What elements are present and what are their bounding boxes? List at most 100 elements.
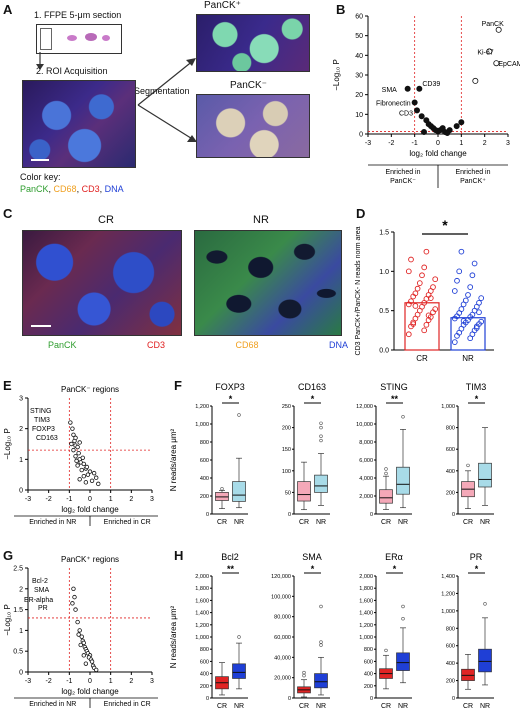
right-note: Enriched in CR [104,701,151,708]
y-tick-label: 400 [446,661,455,667]
x-tick-label: 1 [109,496,113,503]
data-point [83,480,89,485]
y-axis-label: −Log₁₀ P [332,59,341,91]
x-tick-label: -1 [412,140,418,147]
data-point [78,642,83,648]
data-point [495,26,502,33]
outlier-point [237,635,241,639]
y-tick-label: 1,800 [359,586,373,592]
outlier-point [319,643,323,647]
panel-c-legend: PanCK CD3 CD68 DNA [48,340,348,350]
x-tick-label: -3 [365,140,371,147]
left-note: Enriched in [385,169,420,176]
color-key-cd68: CD68 [53,184,77,194]
data-point [89,659,95,664]
plot-title: STING [380,382,408,392]
y-tick-label: 800 [200,440,209,446]
y-tick-label: 1,400 [359,611,373,617]
data-point [416,85,423,92]
data-point [478,295,485,301]
legend-cd3: CD3 [147,340,166,350]
data-point [476,299,482,306]
y-tick-label: 4,000 [359,476,373,482]
y-tick-label: 0 [19,670,23,677]
y-tick-label: 8,000 [359,440,373,446]
nr-image [194,230,342,336]
y-tick-label: 1.5 [13,607,23,614]
x-tick-label: 0 [88,678,92,685]
y-tick-label: 1,400 [441,574,455,580]
data-point [469,272,476,279]
data-point [419,272,425,279]
point-label: CD39 [422,81,440,88]
data-point [84,464,90,470]
y-tick-label: 12,000 [356,404,373,410]
y-tick-label: 600 [200,659,209,665]
right-note: Enriched in CR [104,519,151,526]
x-tick-label: -1 [66,496,72,503]
x-tick-label: NR [316,519,326,526]
y-tick-label: 20 [355,92,363,99]
data-point [75,619,80,625]
y-tick-label: 1,000 [195,635,209,641]
point-label: CD163 [36,435,58,442]
y-tick-label: 1.5 [379,230,389,237]
panck-neg-image [196,94,310,158]
legend-cd68: CD68 [235,340,259,350]
data-point [405,331,412,338]
outlier-point [319,604,323,609]
y-tick-label: 100 [282,469,291,475]
point-label: SMA [382,87,398,94]
y-tick-label: 1,800 [195,586,209,592]
data-point [412,290,419,297]
data-point [404,85,411,92]
data-point [410,321,417,327]
y-axis-label: −Log₁₀ P [3,604,12,636]
x-tick-label: 2 [129,678,133,685]
data-point [68,420,73,425]
left-note: Enriched in NR [29,701,76,708]
panel-letter-f: F [174,378,182,393]
panck-neg-label: PanCK⁻ [230,80,267,91]
x-tick-label: CR [217,519,227,526]
data-point [75,463,80,468]
data-point [473,325,480,331]
y-tick-label: 1,200 [195,404,209,410]
y-tick-label: 50 [355,33,363,40]
x-tick-label: CR [381,703,391,710]
data-point [73,607,78,612]
plot-title: ERα [385,552,403,562]
data-point [70,426,75,431]
y-tick-label: 0 [206,512,209,518]
left-note: PanCK⁻ [390,178,416,185]
y-tick-label: 1,400 [195,611,209,617]
y-tick-label: 1,200 [195,623,209,629]
data-point [423,321,430,328]
point-label: FOXP3 [32,426,55,433]
left-note: Enriched in NR [29,519,76,526]
panel-letter-g: G [3,548,14,563]
significance-star: * [475,564,479,574]
y-tick-label: 60,000 [274,635,291,641]
box [478,648,492,673]
data-point [72,594,77,600]
panel-letter-e: E [3,378,12,393]
data-point [456,268,463,275]
data-point [408,256,414,263]
data-point [405,268,412,275]
data-point [432,276,439,283]
y-tick-label: 20,000 [274,676,291,682]
y-tick-label: 0 [370,512,373,518]
x-tick-label: CR [416,354,428,363]
y-tick-label: 2 [19,586,23,593]
point-label: STING [30,408,51,415]
color-key-title: Color key: [20,172,61,182]
roi-image [22,80,136,168]
data-point [71,447,76,453]
volcano-chart-e: PanCK⁻ regions -3 -2 -1 0 1 2 3 0 1 2 3 −Log₁₀ P log₂… [3,385,158,526]
data-point [89,478,95,483]
x-tick-label: -2 [46,496,52,503]
x-tick-label: 0 [88,496,92,503]
data-point [414,285,421,292]
y-tick-label: 0 [370,696,373,702]
